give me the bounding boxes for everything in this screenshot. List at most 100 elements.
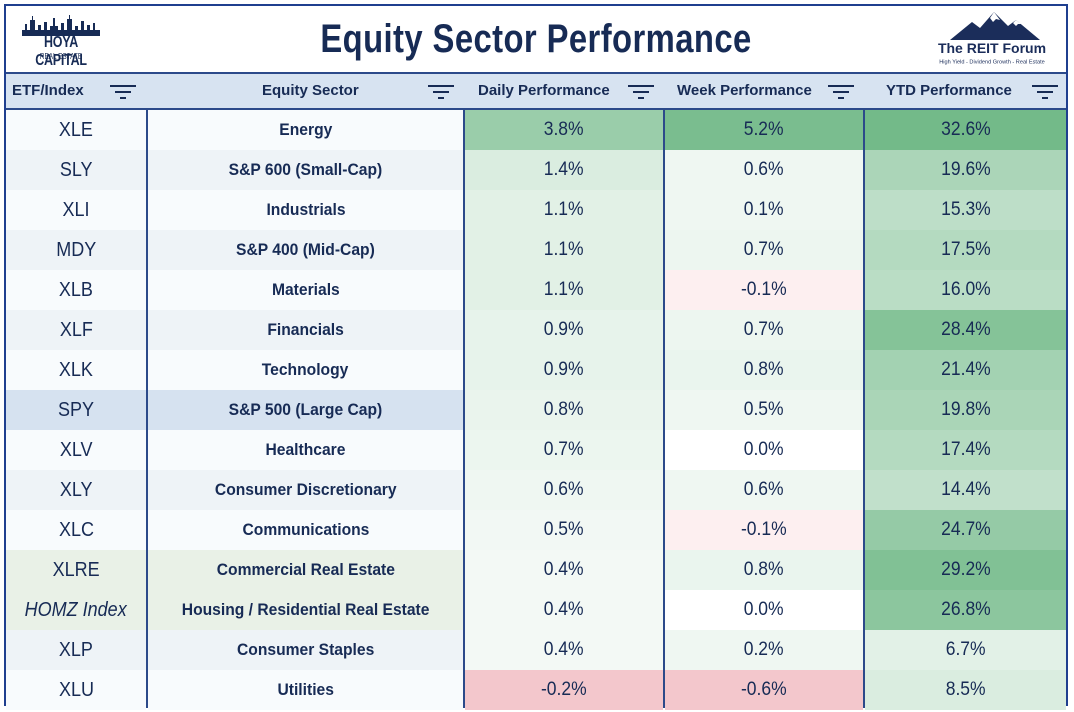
week-cell: -0.1% — [665, 510, 863, 550]
ytd-cell-text: 28.4% — [940, 319, 991, 340]
etf-cell: SLY — [6, 150, 146, 190]
sector-cell-text: Energy — [278, 120, 333, 139]
week-cell-text: 0.1% — [744, 199, 784, 220]
filter-icon[interactable] — [628, 83, 654, 101]
week-cell-text: 0.0% — [744, 439, 784, 460]
ytd-cell-text: 32.6% — [940, 119, 991, 140]
sector-cell: Communications — [148, 510, 463, 550]
sector-cell-text: S&P 600 (Small-Cap) — [228, 160, 383, 179]
reit-logo-tagline: High Yield - Dividend Growth - Real Esta… — [939, 59, 1045, 66]
week-cell: 0.6% — [665, 470, 863, 510]
sector-cell: Healthcare — [148, 430, 463, 470]
skyline-icon — [22, 15, 100, 36]
etf-cell: HOMZ Index — [6, 590, 146, 630]
ytd-cell: 8.5% — [865, 670, 1066, 710]
week-cell: 0.7% — [665, 230, 863, 270]
sector-cell-text: Technology — [262, 360, 349, 379]
etf-cell: XLP — [6, 630, 146, 670]
ytd-cell-text: 19.8% — [940, 399, 991, 420]
ytd-cell-text: 24.7% — [940, 519, 991, 540]
week-cell-text: 0.8% — [744, 559, 784, 580]
table-row: XLV Healthcare 0.7% 0.0% 17.4% — [6, 430, 1066, 470]
table-row: XLC Communications 0.5% -0.1% 24.7% — [6, 510, 1066, 550]
reit-forum-logo: The REIT Forum High Yield - Dividend Gro… — [928, 10, 1056, 70]
sector-cell: S&P 600 (Small-Cap) — [148, 150, 463, 190]
daily-cell-text: 3.8% — [544, 119, 584, 140]
sector-cell-text: S&P 500 (Large Cap) — [228, 400, 383, 419]
week-cell-text: 0.6% — [744, 159, 784, 180]
etf-cell-text: XLU — [58, 679, 94, 701]
filter-icon[interactable] — [1032, 83, 1058, 101]
table-row: XLE Energy 3.8% 5.2% 32.6% — [6, 110, 1066, 150]
hoya-logo-name: HOYA CAPITAL — [35, 34, 87, 69]
daily-cell: 1.1% — [465, 230, 663, 270]
ytd-cell-text: 19.6% — [940, 159, 991, 180]
etf-cell: XLB — [6, 270, 146, 310]
etf-cell-text: XLB — [58, 279, 94, 301]
sector-cell-text: Industrials — [265, 200, 346, 219]
daily-cell: 0.8% — [465, 390, 663, 430]
etf-cell-text: XLF — [59, 319, 93, 341]
week-cell-text: -0.6% — [741, 679, 787, 700]
table-row: SLY S&P 600 (Small-Cap) 1.4% 0.6% 19.6% — [6, 150, 1066, 190]
daily-cell: 0.9% — [465, 310, 663, 350]
performance-table: ETF/Index Equity Sector Daily Performanc… — [6, 72, 1066, 710]
title-banner: HOYA CAPITAL REAL ESTATE Equity Sector P… — [6, 6, 1066, 72]
ytd-cell: 28.4% — [865, 310, 1066, 350]
header-daily: Daily Performance — [478, 82, 610, 99]
etf-cell-text: XLV — [59, 439, 93, 461]
hoya-logo-subtitle: REAL ESTATE — [39, 52, 83, 61]
sector-cell: Energy — [148, 110, 463, 150]
ytd-cell-text: 26.8% — [940, 599, 991, 620]
week-cell-text: 0.6% — [744, 479, 784, 500]
sector-cell-text: Utilities — [277, 680, 334, 699]
daily-cell-text: 0.8% — [544, 399, 584, 420]
daily-cell-text: 0.5% — [544, 519, 584, 540]
daily-cell-text: 0.4% — [544, 639, 584, 660]
sector-cell: Utilities — [148, 670, 463, 710]
ytd-cell: 29.2% — [865, 550, 1066, 590]
sector-cell: Technology — [148, 350, 463, 390]
week-cell-text: 0.7% — [744, 239, 784, 260]
ytd-cell: 21.4% — [865, 350, 1066, 390]
week-cell: 0.0% — [665, 590, 863, 630]
filter-icon[interactable] — [828, 83, 854, 101]
etf-cell-text: XLRE — [52, 559, 100, 581]
sector-cell-text: Financials — [267, 320, 344, 339]
daily-cell: 0.4% — [465, 630, 663, 670]
week-cell: 0.1% — [665, 190, 863, 230]
column-divider — [146, 110, 148, 708]
etf-cell-text: HOMZ Index — [24, 599, 128, 621]
daily-cell: 1.1% — [465, 270, 663, 310]
ytd-cell-text: 17.5% — [940, 239, 991, 260]
filter-icon[interactable] — [428, 83, 454, 101]
sector-cell-text: Healthcare — [265, 440, 346, 459]
sector-table-frame: HOYA CAPITAL REAL ESTATE Equity Sector P… — [4, 4, 1068, 710]
ytd-cell-text: 8.5% — [945, 679, 986, 700]
daily-cell: 1.1% — [465, 190, 663, 230]
ytd-cell-text: 15.3% — [940, 199, 991, 220]
week-cell-text: 0.8% — [744, 359, 784, 380]
ytd-cell: 15.3% — [865, 190, 1066, 230]
ytd-cell-text: 14.4% — [940, 479, 991, 500]
week-cell: 0.7% — [665, 310, 863, 350]
etf-cell: XLV — [6, 430, 146, 470]
ytd-cell: 19.6% — [865, 150, 1066, 190]
daily-cell: 0.4% — [465, 590, 663, 630]
week-cell: 0.8% — [665, 350, 863, 390]
etf-cell-text: XLE — [58, 119, 94, 141]
etf-cell-text: SLY — [59, 159, 93, 181]
etf-cell: XLE — [6, 110, 146, 150]
week-cell: 0.5% — [665, 390, 863, 430]
sector-cell-text: Commercial Real Estate — [216, 560, 395, 579]
daily-cell: 1.4% — [465, 150, 663, 190]
sector-cell: Consumer Discretionary — [148, 470, 463, 510]
daily-cell-text: 1.1% — [544, 199, 584, 220]
filter-icon[interactable] — [110, 83, 136, 101]
etf-cell-text: XLC — [58, 519, 94, 541]
sector-cell: S&P 500 (Large Cap) — [148, 390, 463, 430]
table-row: XLI Industrials 1.1% 0.1% 15.3% — [6, 190, 1066, 230]
etf-cell: XLK — [6, 350, 146, 390]
ytd-cell: 14.4% — [865, 470, 1066, 510]
table-row: HOMZ Index Housing / Residential Real Est… — [6, 590, 1066, 630]
